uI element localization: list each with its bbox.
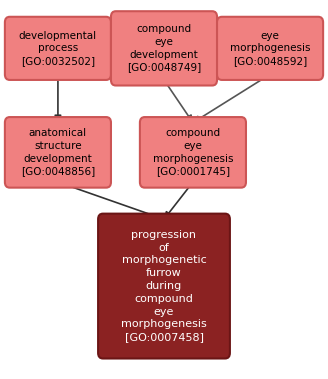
FancyBboxPatch shape — [5, 117, 111, 188]
FancyBboxPatch shape — [217, 17, 323, 80]
FancyBboxPatch shape — [98, 214, 230, 359]
Text: developmental
process
[GO:0032502]: developmental process [GO:0032502] — [19, 31, 97, 66]
Text: progression
of
morphogenetic
furrow
during
compound
eye
morphogenesis
[GO:000745: progression of morphogenetic furrow duri… — [121, 230, 207, 342]
Text: compound
eye
development
[GO:0048749]: compound eye development [GO:0048749] — [127, 24, 201, 72]
Text: compound
eye
morphogenesis
[GO:0001745]: compound eye morphogenesis [GO:0001745] — [153, 128, 233, 177]
FancyBboxPatch shape — [140, 117, 246, 188]
Text: anatomical
structure
development
[GO:0048856]: anatomical structure development [GO:004… — [21, 128, 95, 177]
FancyBboxPatch shape — [111, 11, 217, 86]
Text: eye
morphogenesis
[GO:0048592]: eye morphogenesis [GO:0048592] — [230, 31, 310, 66]
FancyBboxPatch shape — [5, 17, 111, 80]
